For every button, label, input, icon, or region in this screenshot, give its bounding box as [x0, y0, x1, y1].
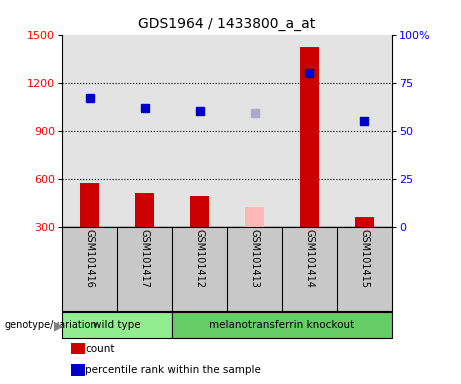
- Bar: [337, 35, 392, 227]
- Text: ▶: ▶: [54, 319, 64, 332]
- FancyBboxPatch shape: [172, 313, 392, 338]
- Title: GDS1964 / 1433800_a_at: GDS1964 / 1433800_a_at: [138, 17, 316, 31]
- Text: count: count: [85, 344, 115, 354]
- Text: GSM101417: GSM101417: [140, 229, 150, 288]
- Bar: [355, 217, 374, 227]
- Text: percentile rank within the sample: percentile rank within the sample: [85, 365, 261, 375]
- Bar: [190, 196, 209, 227]
- Bar: [282, 35, 337, 227]
- Text: GSM101415: GSM101415: [360, 229, 369, 288]
- Text: genotype/variation: genotype/variation: [5, 320, 97, 331]
- Text: GSM101412: GSM101412: [195, 229, 205, 288]
- Bar: [245, 207, 264, 227]
- Text: GSM101416: GSM101416: [85, 229, 95, 288]
- Bar: [300, 47, 319, 227]
- Text: wild type: wild type: [94, 320, 141, 331]
- FancyBboxPatch shape: [62, 313, 172, 338]
- Bar: [80, 184, 99, 227]
- Text: GSM101413: GSM101413: [249, 229, 260, 288]
- Bar: [172, 35, 227, 227]
- Bar: [135, 193, 154, 227]
- Text: GSM101414: GSM101414: [304, 229, 314, 288]
- Text: melanotransferrin knockout: melanotransferrin knockout: [209, 320, 355, 331]
- Bar: [117, 35, 172, 227]
- Bar: [227, 35, 282, 227]
- Bar: [62, 35, 117, 227]
